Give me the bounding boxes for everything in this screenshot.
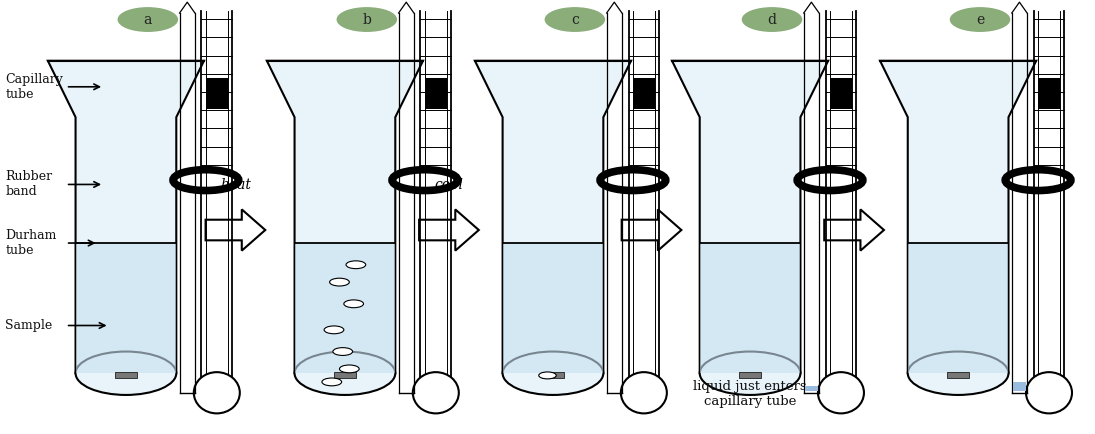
Polygon shape <box>825 210 884 251</box>
Polygon shape <box>267 61 423 395</box>
Bar <box>206 78 228 108</box>
Ellipse shape <box>194 372 240 413</box>
Polygon shape <box>622 210 681 251</box>
Polygon shape <box>475 61 631 395</box>
Ellipse shape <box>76 352 176 395</box>
Text: a: a <box>143 13 152 26</box>
Text: d: d <box>768 13 776 26</box>
Polygon shape <box>672 61 828 395</box>
Text: c: c <box>570 13 579 26</box>
Bar <box>115 372 137 378</box>
Text: e: e <box>976 13 984 26</box>
Bar <box>1013 382 1026 391</box>
Bar <box>805 386 818 391</box>
Text: Durham
tube: Durham tube <box>5 229 57 257</box>
Polygon shape <box>206 210 265 251</box>
Circle shape <box>545 8 604 31</box>
Circle shape <box>742 8 802 31</box>
Circle shape <box>324 326 344 334</box>
Text: b: b <box>362 13 371 26</box>
Ellipse shape <box>1026 372 1072 413</box>
Bar <box>1038 78 1060 108</box>
Circle shape <box>539 372 556 379</box>
Polygon shape <box>48 61 204 395</box>
Ellipse shape <box>295 352 395 395</box>
Bar <box>76 243 176 373</box>
Text: liquid just enters
capillary tube: liquid just enters capillary tube <box>693 380 807 408</box>
Circle shape <box>950 8 1010 31</box>
Circle shape <box>333 348 353 355</box>
Ellipse shape <box>621 372 667 413</box>
Bar <box>425 78 447 108</box>
Circle shape <box>346 261 366 269</box>
Circle shape <box>322 378 342 386</box>
Circle shape <box>339 365 359 373</box>
Bar <box>295 243 395 373</box>
Bar <box>633 78 655 108</box>
Bar <box>542 372 564 378</box>
Ellipse shape <box>700 352 800 395</box>
Bar <box>739 372 761 378</box>
Polygon shape <box>419 210 479 251</box>
Polygon shape <box>880 61 1036 395</box>
Text: cool: cool <box>435 178 463 192</box>
Bar <box>700 243 800 373</box>
Ellipse shape <box>503 352 603 395</box>
Circle shape <box>330 278 349 286</box>
Ellipse shape <box>818 372 864 413</box>
Bar <box>334 372 356 378</box>
Bar <box>947 372 969 378</box>
Text: Rubber
band: Rubber band <box>5 171 53 198</box>
Circle shape <box>344 300 364 308</box>
Bar <box>908 243 1008 373</box>
Text: heat: heat <box>220 178 251 192</box>
Ellipse shape <box>413 372 459 413</box>
Bar <box>503 243 603 373</box>
Circle shape <box>118 8 177 31</box>
Text: Capillary
tube: Capillary tube <box>5 73 64 101</box>
Bar <box>830 78 852 108</box>
Ellipse shape <box>908 352 1008 395</box>
Circle shape <box>337 8 396 31</box>
Text: Sample: Sample <box>5 319 53 332</box>
